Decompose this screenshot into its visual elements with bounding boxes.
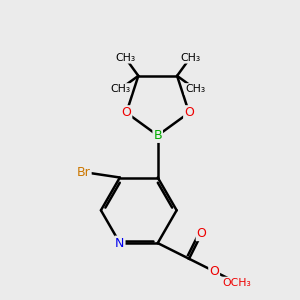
- Text: CH₃: CH₃: [115, 53, 135, 63]
- Text: O: O: [197, 227, 206, 240]
- Text: O: O: [122, 106, 131, 119]
- Text: Br: Br: [77, 166, 91, 178]
- Text: CH₃: CH₃: [110, 84, 130, 94]
- Text: O: O: [184, 106, 194, 119]
- Text: CH₃: CH₃: [180, 53, 200, 63]
- Text: OCH₃: OCH₃: [222, 278, 251, 288]
- Text: N: N: [115, 237, 124, 250]
- Text: O: O: [209, 265, 219, 278]
- Text: B: B: [153, 129, 162, 142]
- Text: CH₃: CH₃: [185, 84, 205, 94]
